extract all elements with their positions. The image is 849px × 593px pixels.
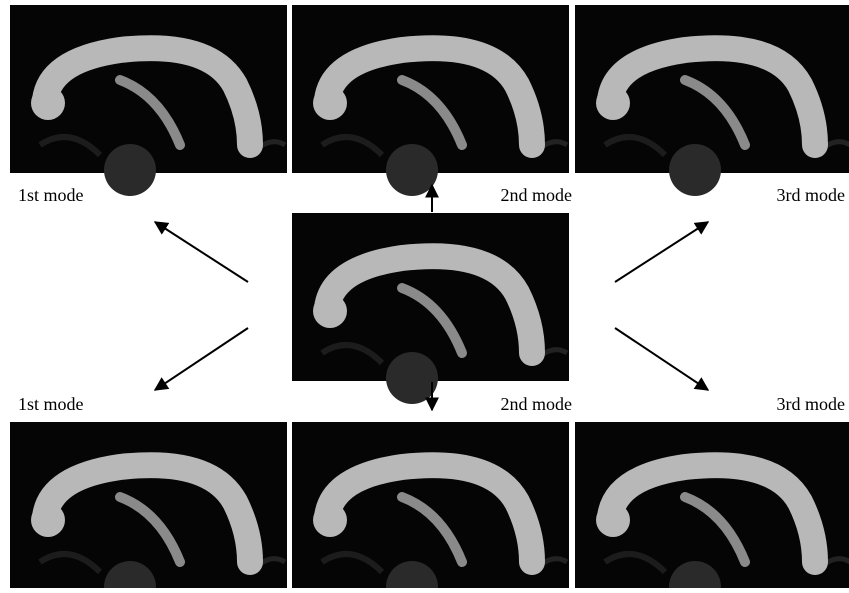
scan-image: [575, 422, 849, 588]
mode-label: 1st mode: [18, 185, 84, 205]
figure: 1st mode 2nd mode 3rd mode 1st mode 2nd …: [0, 0, 849, 588]
scan-image: [10, 422, 287, 588]
mode-label: 3rd mode: [777, 394, 845, 414]
scan-image: [292, 5, 569, 196]
arrow: [615, 328, 708, 390]
page: {"labels": {"top": ["1st mode", "2nd mod…: [0, 0, 849, 588]
scan-image-center: [292, 213, 569, 404]
arrow: [155, 328, 248, 390]
mode-label: 2nd mode: [501, 185, 573, 205]
scan-image: [292, 422, 569, 588]
mode-label: 2nd mode: [501, 394, 573, 414]
arrow: [615, 222, 708, 282]
mode-label: 1st mode: [18, 394, 84, 414]
scan-image: [10, 5, 287, 196]
arrow: [155, 222, 248, 282]
mode-label: 3rd mode: [777, 185, 845, 205]
scan-image: [575, 5, 849, 196]
